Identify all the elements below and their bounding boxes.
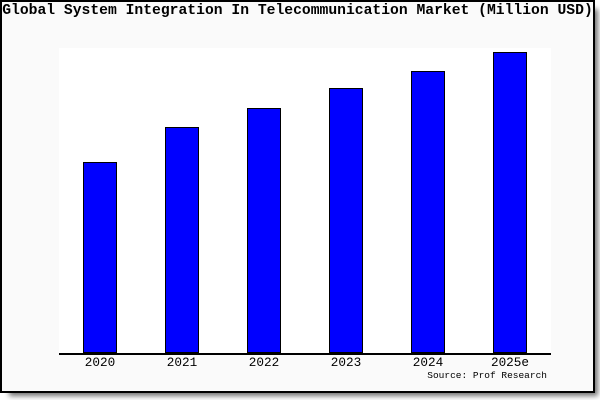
source-credit: Source: Prof Research (427, 370, 547, 381)
bar-2025e (493, 52, 527, 353)
bar-2023 (329, 88, 363, 353)
x-tick-label-2022: 2022 (248, 355, 280, 370)
bar-slot (305, 48, 387, 353)
bar-slot (223, 48, 305, 353)
plot-area (59, 48, 551, 353)
bar-2021 (165, 126, 199, 353)
chart-window: Global System Integration In Telecommuni… (0, 0, 595, 393)
x-tick-label-2021: 2021 (166, 355, 198, 370)
chart-title: Global System Integration In Telecommuni… (2, 3, 593, 19)
x-axis-line (59, 353, 551, 355)
x-tick-label-2024: 2024 (412, 355, 444, 370)
x-tick-label-2023: 2023 (330, 355, 362, 370)
x-axis-tick-labels: 2020 2021 2022 2023 2024 2025e (59, 355, 551, 370)
x-tick-label-2020: 2020 (84, 355, 116, 370)
bar-slot (387, 48, 469, 353)
bar-slot (59, 48, 141, 353)
bar-2020 (83, 162, 117, 353)
bar-slot (469, 48, 551, 353)
x-tick-label-2025e: 2025e (490, 355, 530, 370)
bar-2024 (411, 70, 445, 353)
bar-2022 (247, 108, 281, 353)
bar-slot (141, 48, 223, 353)
